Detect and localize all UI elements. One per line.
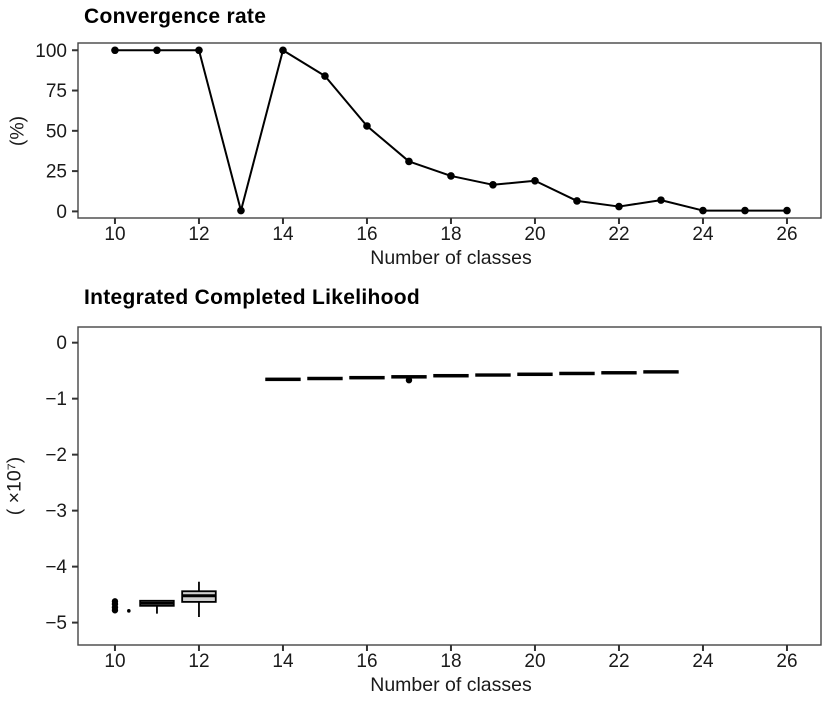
- data-point: [237, 206, 245, 215]
- x-tick-label: 24: [692, 651, 714, 672]
- x-tick-label: 12: [188, 224, 209, 245]
- x-tick-label: 24: [692, 224, 714, 245]
- data-point: [111, 46, 119, 55]
- data-point: [699, 206, 707, 215]
- outlier-point: [127, 609, 131, 613]
- icl-x-axis-label: Number of classes: [370, 674, 532, 696]
- y-tick-label: −2: [45, 445, 67, 466]
- y-tick-label: 100: [35, 41, 67, 62]
- x-tick-label: 14: [272, 651, 294, 672]
- x-tick-label: 16: [356, 224, 377, 245]
- data-point: [615, 202, 623, 211]
- data-point: [363, 122, 371, 130]
- x-tick-label: 16: [356, 651, 377, 672]
- data-point: [657, 196, 665, 204]
- data-point: [195, 46, 203, 55]
- convergence-y-axis-label: (%): [6, 115, 29, 147]
- outlier-point: [405, 376, 413, 384]
- x-tick-label: 10: [104, 651, 125, 672]
- y-tick-label: 75: [46, 81, 67, 102]
- icl-chart-title: Integrated Completed Likelihood: [84, 286, 420, 309]
- x-tick-label: 18: [440, 224, 461, 245]
- y-tick-label: 50: [46, 121, 67, 142]
- convergence-chart-title: Convergence rate: [84, 5, 267, 28]
- y-tick-label: 0: [56, 202, 67, 223]
- x-tick-label: 18: [440, 651, 461, 672]
- y-tick-label: 25: [46, 162, 67, 183]
- x-tick-label: 14: [272, 224, 294, 245]
- data-point: [153, 46, 161, 55]
- data-point: [447, 172, 455, 180]
- icl-y-axis-label: ( ×10⁷): [3, 456, 26, 516]
- x-tick-label: 12: [188, 651, 209, 672]
- data-point: [321, 72, 329, 80]
- data-point: [489, 181, 497, 189]
- data-point: [573, 197, 581, 205]
- y-tick-label: −3: [45, 501, 67, 522]
- x-tick-label: 26: [776, 224, 797, 245]
- x-tick-label: 20: [524, 651, 545, 672]
- data-point: [405, 157, 413, 166]
- x-tick-label: 22: [608, 224, 629, 245]
- y-tick-label: −5: [45, 613, 67, 634]
- y-tick-label: −1: [45, 389, 67, 410]
- outlier-point: [111, 607, 119, 614]
- y-tick-label: −4: [45, 557, 67, 578]
- data-point: [783, 206, 791, 215]
- x-tick-label: 22: [608, 651, 629, 672]
- x-tick-label: 20: [524, 224, 545, 245]
- data-point: [279, 46, 287, 55]
- y-tick-label: 0: [56, 333, 67, 354]
- data-point: [531, 176, 539, 185]
- panel-border: [77, 42, 822, 219]
- convergence-x-axis-label: Number of classes: [370, 247, 532, 269]
- x-tick-label: 10: [104, 224, 125, 245]
- x-tick-label: 26: [776, 651, 797, 672]
- data-point: [741, 206, 749, 215]
